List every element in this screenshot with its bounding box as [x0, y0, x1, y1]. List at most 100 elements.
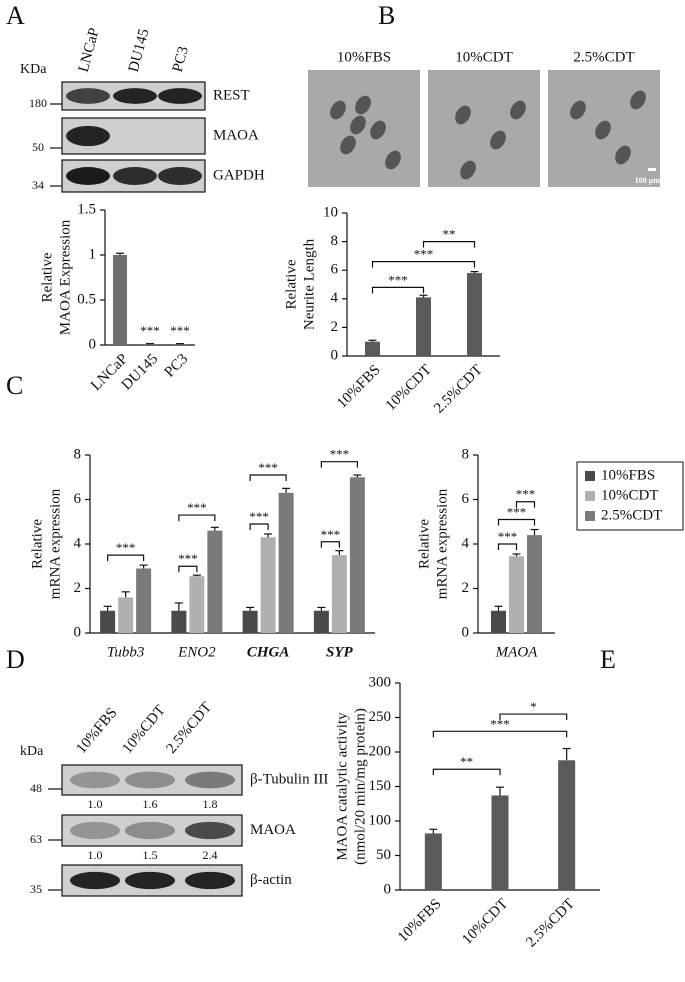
significance-bracket [107, 554, 145, 562]
size-marker: 34 [32, 178, 44, 192]
significance-bracket [432, 730, 568, 738]
significance-bracket [497, 518, 536, 526]
size-marker: 35 [30, 882, 42, 896]
significance-bracket [178, 565, 198, 573]
micrograph-field [428, 70, 540, 187]
significance: * [530, 699, 537, 714]
micrograph-label: 10%FBS [337, 49, 391, 65]
band [125, 871, 175, 890]
lane-label: PC3 [170, 45, 192, 74]
error-bar [530, 528, 539, 536]
significance-bracket [371, 286, 425, 294]
blot-label: β-actin [250, 872, 292, 888]
band [185, 821, 235, 840]
band-quant: 1.0 [88, 797, 103, 811]
y-tick-label: 150 [369, 778, 392, 794]
x-tick-label: ENO2 [177, 644, 216, 660]
band [113, 167, 157, 185]
y-tick-label: 200 [369, 743, 392, 759]
bar [349, 477, 365, 633]
error-bar [264, 533, 273, 538]
panel-letter: B [378, 1, 395, 30]
y-tick-label: 8 [331, 233, 339, 249]
blot-row [61, 764, 243, 796]
significance: *** [388, 272, 408, 287]
cell [570, 100, 586, 120]
bar [171, 610, 187, 633]
y-tick-label: 100 [369, 812, 392, 828]
error-bar [210, 526, 219, 531]
bar [424, 833, 442, 890]
bar [558, 760, 576, 890]
legend-label: 2.5%CDT [601, 507, 662, 523]
error-bar [419, 294, 428, 298]
significance-bracket [422, 241, 476, 248]
micrograph [308, 70, 420, 187]
error-bar [116, 252, 124, 255]
significance: *** [140, 323, 160, 338]
legend-frame [576, 461, 684, 531]
bar [173, 344, 187, 345]
significance: *** [116, 540, 136, 555]
blot-row [61, 81, 206, 111]
error-bar [512, 553, 521, 557]
y-tick-label: 0 [462, 624, 470, 640]
y-tick-label: 8 [462, 446, 470, 462]
y-tick-label: 0 [74, 624, 82, 640]
size-marker: 180 [29, 96, 47, 110]
y-tick-label: 6 [462, 491, 470, 507]
y-tick-label: 6 [331, 262, 339, 278]
bar [313, 610, 329, 633]
x-tick-label: CHGA [247, 644, 290, 660]
bar [491, 610, 506, 633]
significance: *** [249, 509, 269, 524]
cell [615, 145, 631, 165]
lane-label: LNCaP [76, 26, 103, 74]
legend-swatch [585, 491, 595, 501]
y-tick-label: 50 [376, 847, 391, 863]
error-bar [174, 602, 183, 611]
error-bar [470, 271, 479, 274]
y-tick-label: 4 [331, 290, 339, 306]
cell [350, 115, 366, 135]
significance-bracket [249, 474, 287, 482]
significance-bracket [497, 543, 518, 550]
x-tick-label: MAOA [495, 644, 538, 660]
cell [385, 150, 401, 170]
error-bar [335, 550, 344, 556]
error-bar [121, 591, 130, 598]
cell [460, 160, 476, 180]
error-bar [353, 474, 362, 478]
significance: *** [170, 323, 190, 338]
blot-row [61, 117, 206, 155]
x-tick-label: Tubb3 [107, 644, 145, 660]
micrograph-label: 10%CDT [455, 49, 513, 65]
y-axis-label: MAOA catalytic activity [334, 712, 350, 861]
band [70, 821, 120, 840]
scale-bar-label: 100 µm [635, 176, 661, 185]
band-quant: 1.0 [88, 848, 103, 862]
band-quant: 1.5 [143, 848, 158, 862]
y-axis-label: Relative [29, 519, 45, 569]
significance-bracket [515, 501, 536, 508]
significance: ** [443, 227, 456, 242]
x-tick-label: 10%FBS [395, 896, 445, 946]
bar [242, 610, 258, 633]
micrograph-label: 2.5%CDT [573, 49, 634, 65]
error-bar [429, 828, 438, 834]
error-bar [246, 606, 255, 611]
band [70, 771, 120, 789]
cell [490, 130, 506, 150]
y-axis-label: mRNA expression [47, 488, 63, 599]
panel-letter: D [6, 645, 25, 674]
y-tick-label: 4 [74, 535, 82, 551]
cell [340, 135, 356, 155]
significance: *** [414, 247, 434, 262]
blot-label: GAPDH [213, 167, 265, 183]
bar [207, 530, 223, 633]
bar [509, 556, 524, 633]
cell [330, 100, 346, 120]
cell [355, 95, 371, 115]
bar [278, 492, 294, 633]
band [113, 88, 157, 104]
